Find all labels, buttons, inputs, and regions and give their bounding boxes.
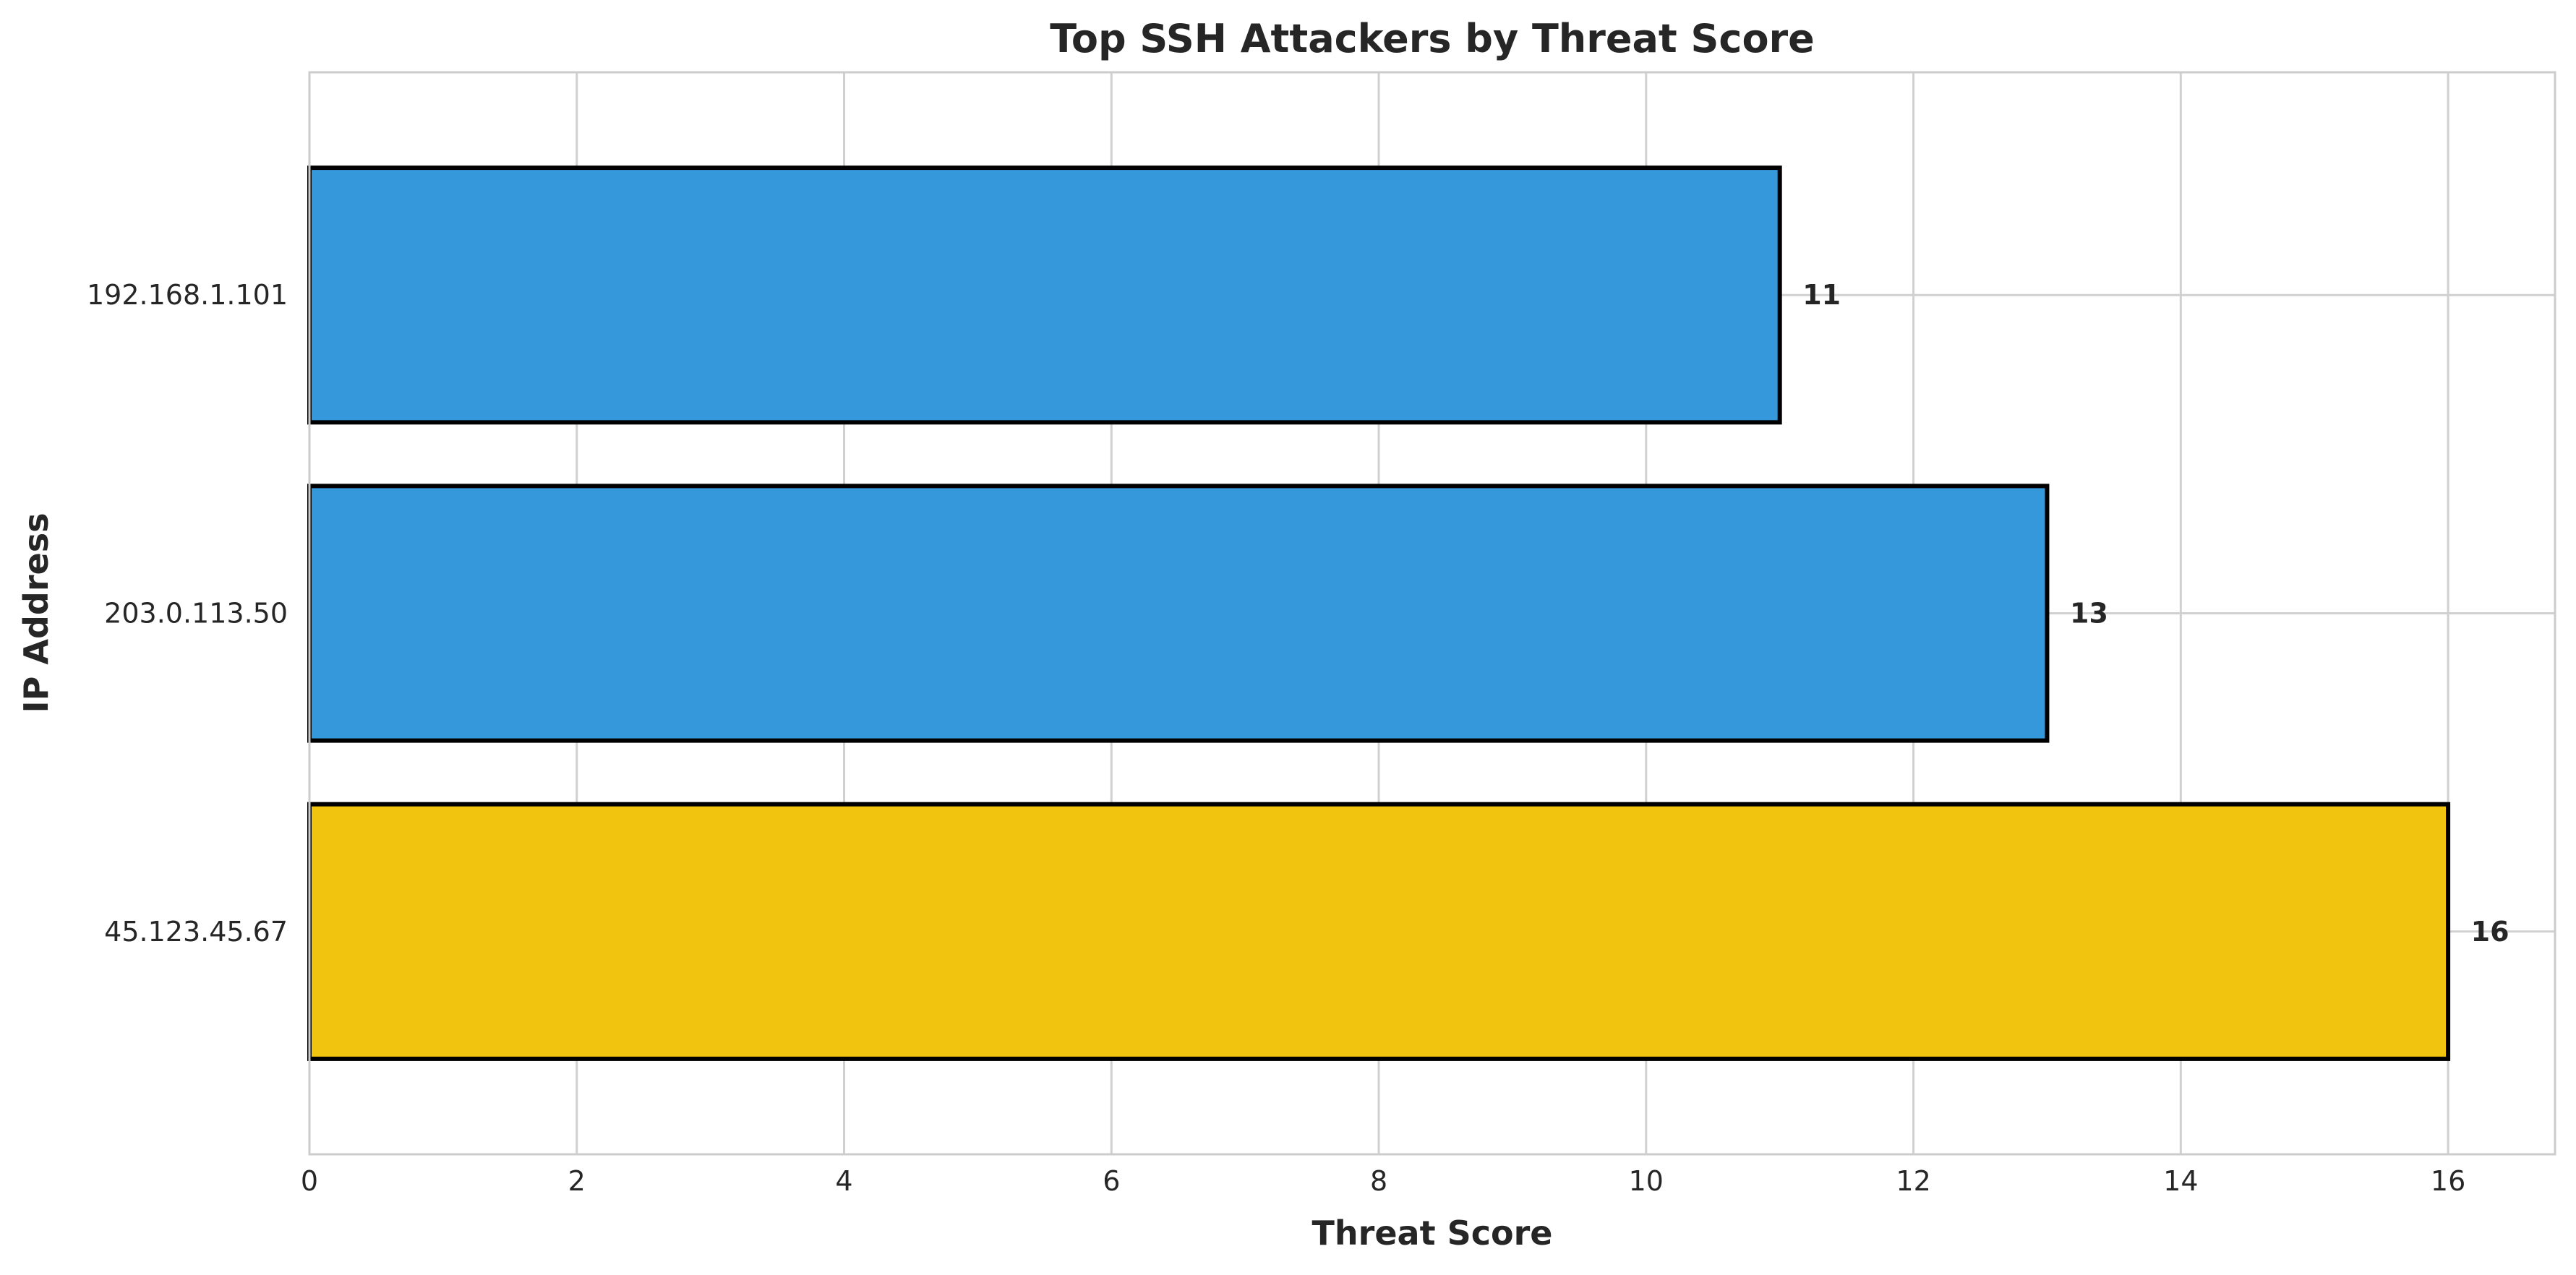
x-tick-label: 10	[1629, 1165, 1664, 1197]
bar	[307, 802, 2451, 1061]
x-tick-label: 14	[2163, 1165, 2198, 1197]
x-tick-label: 4	[835, 1165, 852, 1197]
data-label: 11	[1802, 279, 1841, 311]
x-tick-label: 2	[568, 1165, 586, 1197]
y-tick-label: 203.0.113.50	[104, 598, 288, 630]
x-tick-label: 0	[301, 1165, 318, 1197]
data-label: 16	[2471, 916, 2509, 948]
x-tick-label: 16	[2431, 1165, 2465, 1197]
bar	[307, 484, 2050, 743]
plot-frame	[308, 71, 2556, 1156]
bars	[307, 166, 2451, 1061]
x-tick-label: 12	[1896, 1165, 1930, 1197]
x-tick-label: 8	[1370, 1165, 1387, 1197]
y-axis-label: IP Address	[17, 513, 56, 713]
x-axis-label: Threat Score	[1312, 1214, 1553, 1253]
y-tick-labels: 192.168.1.101 203.0.113.50 45.123.45.67	[87, 279, 288, 948]
y-tick-label: 45.123.45.67	[104, 916, 288, 948]
y-tick-label: 192.168.1.101	[87, 279, 288, 311]
chart-title: Top SSH Attackers by Threat Score	[1050, 16, 1815, 61]
x-tick-label: 6	[1103, 1165, 1120, 1197]
data-label: 13	[2070, 598, 2108, 630]
data-labels: 11 13 16	[1802, 279, 2509, 948]
bar	[307, 166, 1782, 425]
x-tick-labels: 0 2 4 6 8 10 12 14 16	[301, 1165, 2465, 1197]
